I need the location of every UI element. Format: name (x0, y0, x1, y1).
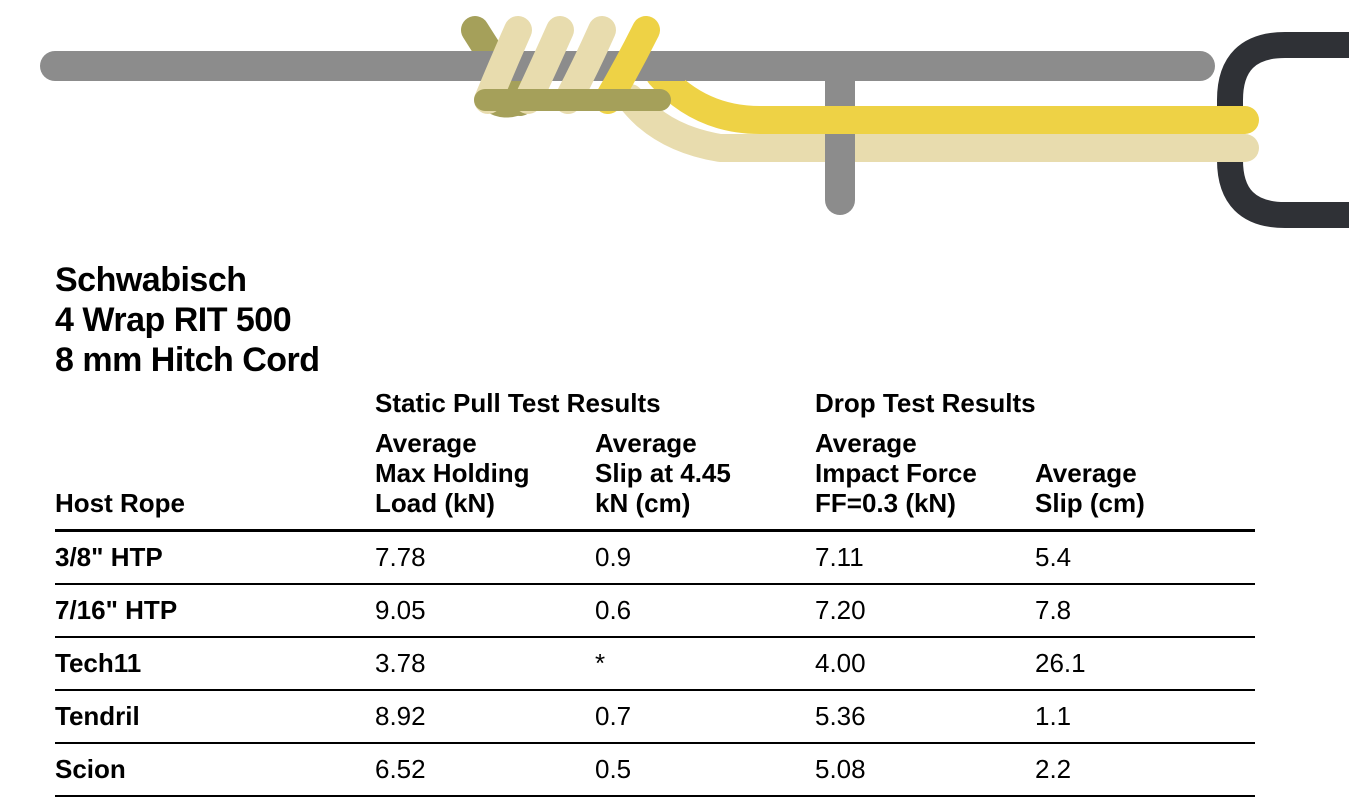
results-table: Static Pull Test Results Drop Test Resul… (55, 388, 1255, 797)
col-header-static-max: AverageMax HoldingLoad (kN) (375, 429, 595, 530)
group-header-static: Static Pull Test Results (375, 388, 815, 429)
title-block: Schwabisch 4 Wrap RIT 500 8 mm Hitch Cor… (55, 260, 395, 380)
group-header-row: Static Pull Test Results Drop Test Resul… (55, 388, 1255, 429)
cell-static-slip: 0.5 (595, 743, 815, 796)
knot-svg (0, 0, 1349, 270)
group-header-drop: Drop Test Results (815, 388, 1255, 429)
cell-drop-impact: 4.00 (815, 637, 1035, 690)
col-header-static-slip: AverageSlip at 4.45kN (cm) (595, 429, 815, 530)
cell-static-slip: 0.6 (595, 584, 815, 637)
cell-drop-impact: 7.20 (815, 584, 1035, 637)
table-row: Tech11 3.78 * 4.00 26.1 (55, 637, 1255, 690)
cell-static-slip: * (595, 637, 815, 690)
cell-drop-slip: 26.1 (1035, 637, 1255, 690)
title-line2: 4 Wrap RIT 500 (55, 300, 395, 340)
cell-drop-slip: 7.8 (1035, 584, 1255, 637)
col-header-drop-slip: AverageSlip (cm) (1035, 429, 1255, 530)
cell-drop-impact: 5.36 (815, 690, 1035, 743)
row-host-rope: Tendril (55, 690, 375, 743)
col-header-drop-impact: AverageImpact ForceFF=0.3 (kN) (815, 429, 1035, 530)
cell-static-max: 8.92 (375, 690, 595, 743)
row-host-rope: Tech11 (55, 637, 375, 690)
column-header-row: Host Rope AverageMax HoldingLoad (kN) Av… (55, 429, 1255, 530)
cell-static-max: 9.05 (375, 584, 595, 637)
title-line1: Schwabisch (55, 260, 395, 300)
cell-static-slip: 0.7 (595, 690, 815, 743)
table-row: Tendril 8.92 0.7 5.36 1.1 (55, 690, 1255, 743)
table-row: 3/8" HTP 7.78 0.9 7.11 5.4 (55, 531, 1255, 585)
cell-drop-impact: 5.08 (815, 743, 1035, 796)
table-body: 3/8" HTP 7.78 0.9 7.11 5.4 7/16" HTP 9.0… (55, 531, 1255, 797)
cell-static-max: 6.52 (375, 743, 595, 796)
cell-static-max: 3.78 (375, 637, 595, 690)
row-host-rope: 7/16" HTP (55, 584, 375, 637)
col-header-host-rope: Host Rope (55, 429, 375, 530)
cell-drop-slip: 2.2 (1035, 743, 1255, 796)
cell-static-slip: 0.9 (595, 531, 815, 585)
cell-drop-slip: 5.4 (1035, 531, 1255, 585)
row-host-rope: 3/8" HTP (55, 531, 375, 585)
content-area: Schwabisch 4 Wrap RIT 500 8 mm Hitch Cor… (55, 260, 1255, 797)
cell-drop-impact: 7.11 (815, 531, 1035, 585)
row-host-rope: Scion (55, 743, 375, 796)
cord-yellow-mid-tail (660, 75, 1245, 120)
group-header-empty (55, 388, 375, 429)
knot-diagram (0, 0, 1349, 270)
title-line3: 8 mm Hitch Cord (55, 340, 395, 380)
cell-drop-slip: 1.1 (1035, 690, 1255, 743)
table-row: Scion 6.52 0.5 5.08 2.2 (55, 743, 1255, 796)
table-row: 7/16" HTP 9.05 0.6 7.20 7.8 (55, 584, 1255, 637)
cell-static-max: 7.78 (375, 531, 595, 585)
